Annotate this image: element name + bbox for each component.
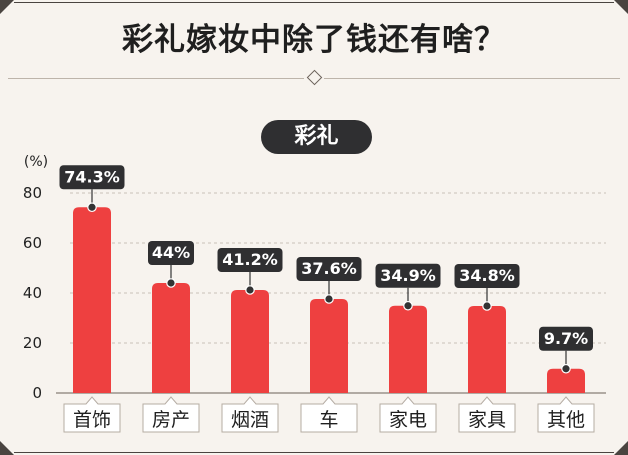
- value-dot: [166, 278, 176, 288]
- y-tick-label-40: 40: [23, 284, 42, 302]
- value-label: 41.2%: [222, 250, 278, 269]
- value-dot: [324, 294, 334, 304]
- value-label-bg: [539, 326, 593, 351]
- value-label-bg: [454, 264, 520, 288]
- value-label: 44%: [152, 243, 190, 262]
- value-dot: [482, 301, 492, 311]
- value-label: 34.9%: [380, 266, 436, 285]
- category-label-bg: [63, 396, 121, 433]
- value-label-bg: [375, 263, 441, 288]
- y-tick-label-0: 0: [32, 384, 42, 402]
- value-dot: [561, 363, 571, 374]
- y-tick-label-20: 20: [23, 334, 42, 352]
- category-label: 烟酒: [231, 409, 269, 431]
- title-divider-right: [324, 78, 620, 79]
- value-dot: [87, 202, 97, 213]
- category-label-bg: [221, 396, 279, 433]
- value-label: 34.8%: [459, 266, 515, 285]
- bar-其他: [547, 368, 585, 393]
- category-label: 家电: [389, 409, 427, 431]
- category-label: 首饰: [73, 409, 111, 431]
- category-label-bg: [537, 396, 595, 433]
- bar-车: [310, 299, 348, 393]
- value-dot: [403, 300, 413, 311]
- value-label-bg: [148, 241, 194, 265]
- value-label-bg: [59, 165, 125, 190]
- category-label: 车: [319, 409, 338, 431]
- category-label: 房产: [152, 409, 190, 431]
- corner-ornament-top-right: [614, 0, 628, 14]
- chart-title-pill: 彩礼: [261, 120, 372, 154]
- y-tick-label-60: 60: [23, 234, 42, 252]
- value-label: 74.3%: [64, 167, 120, 186]
- y-tick-label-80: 80: [23, 184, 42, 202]
- category-label-bg: [379, 396, 437, 433]
- frame-border-top: [14, 2, 614, 3]
- bar-家电: [389, 305, 427, 393]
- bar-烟酒: [231, 290, 269, 393]
- category-label-bg: [142, 396, 200, 433]
- title-divider-left: [8, 78, 304, 79]
- corner-ornament-bottom-right: [614, 441, 628, 455]
- value-label: 9.7%: [544, 329, 588, 348]
- value-label-bg: [296, 257, 362, 281]
- page-title: 彩礼嫁妆中除了钱还有啥？: [122, 22, 506, 58]
- bar-首饰: [73, 207, 111, 393]
- category-label-bg: [458, 396, 516, 433]
- value-label-bg: [217, 248, 283, 272]
- frame-border-bottom: [14, 452, 614, 453]
- category-label: 其他: [547, 409, 585, 431]
- corner-ornament-top-left: [0, 0, 14, 14]
- bar-家具: [468, 306, 506, 393]
- value-label: 37.6%: [301, 259, 357, 278]
- value-dot: [245, 285, 255, 295]
- category-label: 家具: [468, 409, 506, 431]
- category-label-bg: [300, 396, 358, 433]
- bar-房产: [152, 283, 190, 393]
- y-axis-unit-label: (%): [24, 154, 48, 170]
- corner-ornament-bottom-left: [0, 441, 14, 455]
